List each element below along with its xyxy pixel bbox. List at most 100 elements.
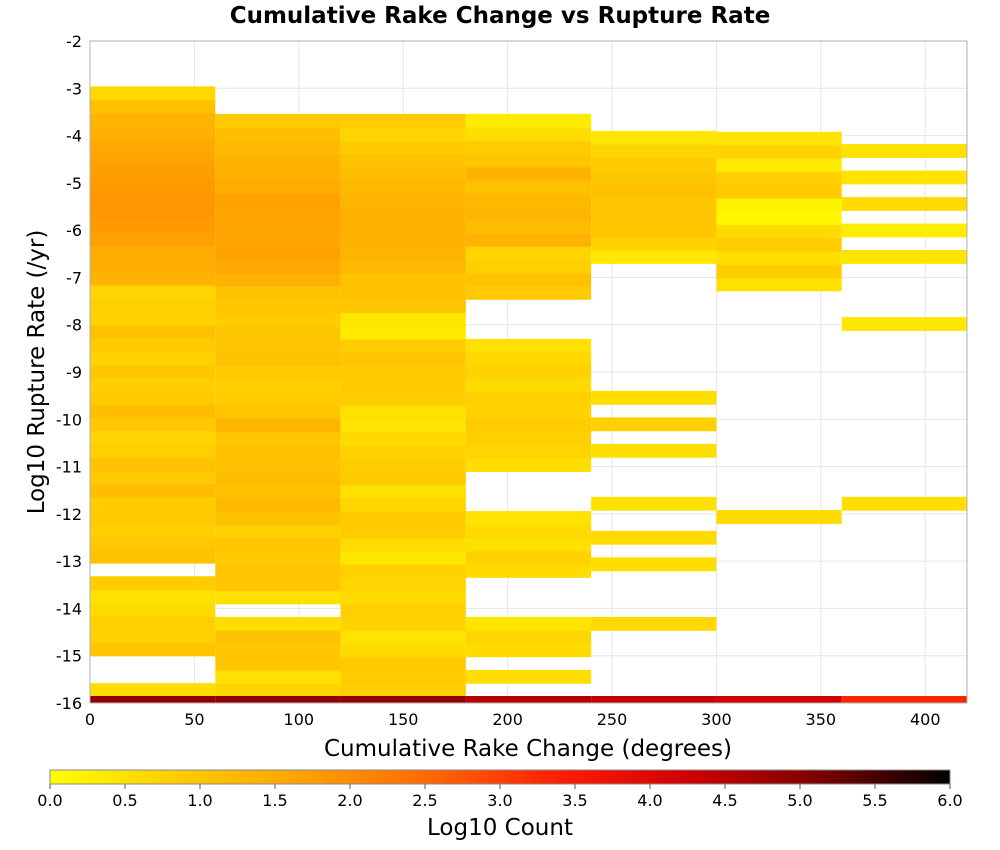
- heatmap-cell: [591, 496, 717, 511]
- heatmap-cell: [340, 656, 466, 671]
- heatmap-cell: [215, 669, 341, 684]
- heatmap-cell-bottom: [340, 696, 466, 703]
- heatmap-cell: [90, 271, 216, 286]
- colorbar-tick-label: 5.5: [862, 791, 887, 810]
- heatmap-cell: [215, 338, 341, 353]
- colorbar-label: Log10 Count: [427, 815, 573, 841]
- heatmap-cell: [90, 417, 216, 432]
- heatmap-cell: [340, 616, 466, 631]
- heatmap-cell: [340, 180, 466, 194]
- heatmap-cell: [215, 193, 341, 208]
- colorbar-tick-label: 3.0: [487, 791, 512, 810]
- heatmap-cell: [90, 457, 216, 471]
- colorbar-tick-label: 5.0: [787, 791, 812, 810]
- heatmap-cell: [215, 259, 341, 274]
- heatmap-cell: [215, 325, 341, 340]
- heatmap-cell: [90, 258, 216, 273]
- heatmap-cell: [90, 404, 216, 418]
- heatmap-cell: [465, 537, 592, 552]
- heatmap-cell: [215, 484, 341, 499]
- heatmap-cell: [90, 390, 216, 405]
- heatmap-cell: [90, 510, 216, 524]
- heatmap-cell: [90, 311, 216, 326]
- heatmap-cell: [215, 378, 341, 393]
- heatmap-cell: [90, 126, 216, 140]
- heatmap-cell: [215, 140, 341, 155]
- heatmap-cell: [215, 656, 341, 671]
- heatmap-cell-bottom: [591, 696, 717, 703]
- heatmap-cell: [90, 642, 216, 657]
- heatmap-cell: [591, 197, 717, 211]
- heatmap-cell: [340, 471, 466, 486]
- heatmap-cell: [90, 112, 216, 127]
- heatmap-cell: [90, 602, 216, 617]
- heatmap-cell: [90, 615, 216, 630]
- heatmap-cell: [340, 272, 466, 287]
- heatmap-cell: [716, 237, 842, 252]
- heatmap-cell: [716, 131, 842, 146]
- x-tick-label: 50: [184, 710, 204, 729]
- colorbar-tick-labels: 0.0 0.5 1.0 1.5 2.0 2.5 3.0 3.5 4.0 4.5 5.0 5.5 6.0: [37, 784, 963, 810]
- heatmap-cell: [465, 669, 592, 684]
- heatmap-cell: [465, 511, 592, 525]
- heatmap-cell: [90, 470, 216, 485]
- y-tick-label: -14: [56, 599, 82, 618]
- heatmap-cell: [465, 113, 592, 128]
- heatmap-cell: [340, 285, 466, 300]
- y-tick-label: -10: [56, 410, 82, 429]
- heatmap-cell: [90, 139, 216, 154]
- heatmap-cell: [465, 259, 592, 274]
- heatmap-cell: [90, 430, 216, 445]
- heatmap-cell: [465, 140, 592, 155]
- heatmap-cell: [340, 418, 466, 433]
- heatmap-cell: [340, 590, 466, 605]
- heatmap-cell: [340, 603, 466, 618]
- heatmap-cell: [90, 205, 216, 220]
- heatmap-cell: [90, 245, 216, 260]
- heatmap-cell: [90, 165, 216, 180]
- heatmap-cell: [90, 86, 216, 101]
- y-tick-label: -2: [66, 32, 82, 51]
- heatmap-cell: [340, 550, 466, 565]
- heatmap-cell: [591, 390, 717, 405]
- y-tick-label: -11: [56, 458, 82, 477]
- heatmap-cell: [465, 418, 592, 433]
- colorbar-tick-label: 1.0: [187, 791, 212, 810]
- heatmap-cell: [215, 166, 341, 181]
- heatmap-cell: [90, 483, 216, 498]
- heatmap-cell: [465, 643, 592, 658]
- heatmap-cell: [465, 127, 592, 141]
- heatmap-cell: [215, 590, 341, 605]
- heatmap-cell: [340, 643, 466, 658]
- heatmap-cell: [215, 444, 341, 459]
- heatmap-cell: [340, 683, 466, 697]
- heatmap-cell: [465, 246, 592, 261]
- heatmap-cell: [841, 317, 967, 331]
- heatmap-cell: [90, 298, 216, 313]
- heatmap-cell: [591, 250, 717, 264]
- heatmap-cell: [716, 250, 842, 265]
- heatmap-cell: [215, 219, 341, 234]
- heatmap-cell: [340, 669, 466, 684]
- heatmap-cell: [340, 246, 466, 261]
- heatmap-cell: [340, 524, 466, 539]
- heatmap-cell: [841, 250, 967, 264]
- heatmap-cell: [465, 378, 592, 393]
- heatmap-cell: [716, 158, 842, 173]
- y-tick-label: -8: [66, 316, 82, 335]
- chart-title: Cumulative Rake Change vs Rupture Rate: [230, 3, 771, 29]
- heatmap-cell: [90, 152, 216, 167]
- heatmap-cell: [215, 458, 341, 472]
- heatmap-cell: [215, 365, 341, 380]
- heatmap-cell: [215, 405, 341, 419]
- heatmap-cell: [215, 471, 341, 486]
- heatmap-cell: [465, 166, 592, 181]
- heatmap-cell: [465, 365, 592, 380]
- colorbar-tick-label: 4.5: [712, 791, 737, 810]
- heatmap-cell: [215, 246, 341, 261]
- heatmap-cell: [215, 683, 341, 697]
- heatmap-cell: [591, 183, 717, 198]
- heatmap-cell: [591, 557, 717, 572]
- colorbar: [49, 769, 951, 785]
